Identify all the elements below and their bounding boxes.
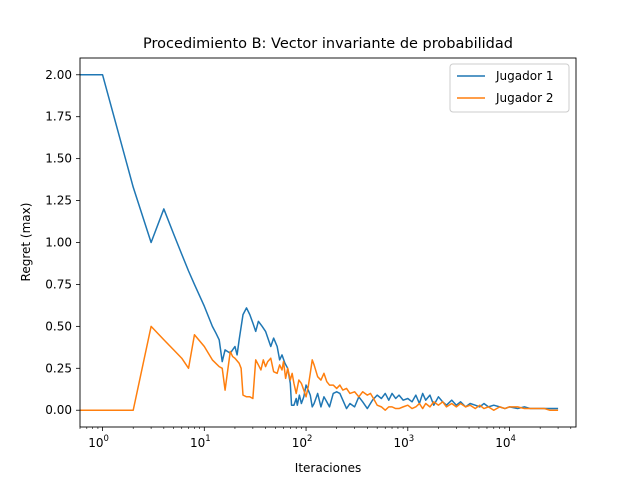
y-tick-label: 1.75 — [45, 110, 72, 124]
y-tick-label: 1.00 — [45, 236, 72, 250]
x-tick-label: 100 — [88, 434, 109, 450]
y-tick-label: 0.25 — [45, 361, 72, 375]
x-tick-label: 102 — [292, 434, 313, 450]
y-tick-label: 0.00 — [45, 403, 72, 417]
y-tick-label: 0.75 — [45, 277, 72, 291]
chart-title: Procedimiento B: Vector invariante de pr… — [143, 36, 513, 52]
y-tick-label: 1.50 — [45, 152, 72, 166]
y-tick-label: 2.00 — [45, 68, 72, 82]
legend-label-jugador-2: Jugador 2 — [495, 91, 553, 105]
x-tick-label: 104 — [495, 434, 516, 450]
legend: Jugador 1 Jugador 2 — [449, 63, 570, 113]
y-tick-label: 0.50 — [45, 319, 72, 333]
series-line-1 — [80, 74, 559, 410]
series-layer — [80, 74, 559, 411]
x-tick-label: 101 — [190, 434, 211, 450]
legend-label-jugador-1: Jugador 1 — [495, 69, 553, 83]
y-tick-label: 1.25 — [45, 194, 72, 208]
series-line-2 — [80, 325, 559, 411]
x-axis: 100 101 102 103 104 — [79, 427, 572, 450]
x-tick-label: 103 — [393, 434, 414, 450]
x-axis-label: Iteraciones — [295, 461, 361, 475]
y-axis: 0.00 0.25 0.50 0.75 1.00 1.25 1.50 1.75 2.00 — [45, 68, 80, 417]
y-axis-label: Regret (max) — [19, 203, 33, 282]
